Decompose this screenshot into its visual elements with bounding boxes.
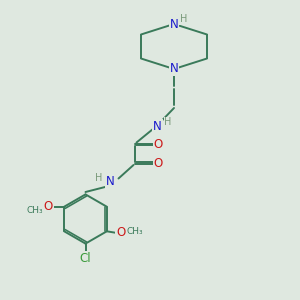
Text: CH₃: CH₃ (27, 206, 44, 215)
Text: H: H (164, 117, 172, 128)
Text: O: O (154, 157, 163, 170)
Text: H: H (95, 173, 103, 183)
Text: Cl: Cl (80, 252, 91, 265)
Text: H: H (180, 14, 187, 24)
Text: O: O (116, 226, 125, 239)
Text: N: N (169, 62, 178, 76)
Text: N: N (106, 175, 115, 188)
Text: O: O (154, 137, 163, 151)
Text: N: N (153, 119, 162, 133)
Text: N: N (169, 17, 178, 31)
Text: O: O (44, 200, 53, 213)
Text: CH₃: CH₃ (127, 227, 143, 236)
